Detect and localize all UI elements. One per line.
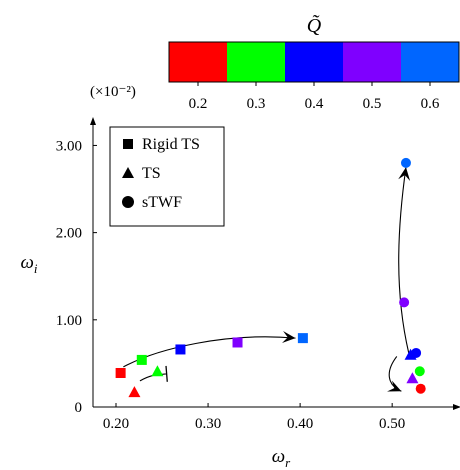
legend-square-marker — [123, 139, 133, 149]
data-points — [115, 157, 426, 398]
y-axis-label: ωi — [20, 252, 37, 276]
colorbar: 0.2 0.3 0.4 0.5 0.6 Q̃ — [168, 14, 460, 112]
colorbar-segment — [401, 42, 460, 82]
circle-point — [399, 297, 410, 308]
x-tick-label: 0.40 — [287, 416, 313, 432]
square-point — [115, 367, 126, 378]
colorbar-segment — [285, 42, 344, 82]
y-tick-label: 0 — [75, 400, 83, 416]
trajectory-curve — [398, 167, 410, 354]
colorbar-tick-label: 0.4 — [305, 96, 324, 112]
x-axis-arrowhead — [453, 404, 460, 410]
trajectory-curve — [123, 336, 296, 368]
x-tick-label: 0.50 — [379, 416, 405, 432]
colorbar-tick-label: 0.3 — [247, 96, 266, 112]
colorbar-segment — [169, 42, 228, 82]
y-axis-arrowhead — [90, 117, 96, 125]
square-point — [232, 337, 243, 348]
square-point — [136, 354, 147, 365]
y-tick-label: 2.00 — [56, 226, 82, 242]
trajectory-arrowhead — [387, 380, 402, 392]
trajectory-arrowhead — [398, 167, 411, 181]
legend-label: sTWF — [142, 194, 182, 211]
circle-point — [400, 157, 411, 168]
x-tick-label: 0.20 — [103, 416, 129, 432]
colorbar-segment — [343, 42, 402, 82]
y-tick-label: 3.00 — [56, 138, 82, 154]
legend-label: Rigid TS — [142, 136, 200, 153]
x-tick-label: 0.30 — [195, 416, 221, 432]
colorbar-tick-label: 0.5 — [363, 96, 382, 112]
triangle-point — [406, 372, 419, 384]
trajectory-arrowhead — [282, 331, 296, 343]
x-axis-label: ωr — [272, 446, 291, 470]
circle-point — [414, 366, 425, 377]
colorbar-tick-label: 0.6 — [421, 96, 440, 112]
legend-label: TS — [142, 165, 161, 182]
axes: 0.20 0.30 0.40 0.50 0 1.00 2.00 3.00 ωr ωi — [20, 117, 460, 470]
circle-point — [411, 347, 422, 358]
triangle-point — [128, 386, 141, 398]
legend-triangle-marker — [122, 167, 134, 178]
y-axis-multiplier: (×10⁻²) — [90, 84, 136, 100]
square-point — [175, 344, 186, 355]
y-tick-label: 1.00 — [56, 313, 82, 329]
colorbar-title: Q̃ — [307, 14, 322, 37]
legend-circle-marker — [122, 196, 134, 208]
colorbar-segment — [227, 42, 286, 82]
triangle-point — [151, 365, 164, 377]
legend: Rigid TS TS sTWF — [109, 126, 225, 227]
circle-point — [415, 383, 426, 394]
colorbar-tick-label: 0.2 — [189, 96, 208, 112]
square-point — [297, 333, 308, 344]
trajectory-end-bar — [165, 365, 168, 382]
